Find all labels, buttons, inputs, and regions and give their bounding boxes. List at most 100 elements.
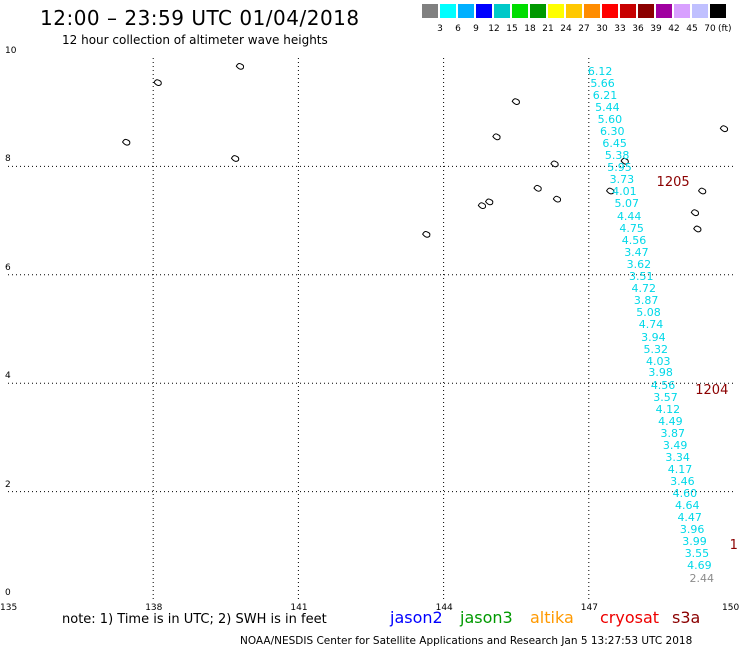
satellite-jason2: jason2 bbox=[390, 608, 443, 627]
x-tick-label: 147 bbox=[580, 603, 598, 613]
track-time-label: 1204 bbox=[695, 383, 729, 399]
wave-height-value: 4.60 bbox=[672, 486, 698, 500]
y-tick-label: 4 bbox=[5, 371, 11, 382]
wave-height-value: 5.08 bbox=[636, 306, 661, 320]
wave-height-value: 3.57 bbox=[653, 390, 678, 404]
satellite-altika: altika bbox=[530, 608, 574, 627]
wave-height-value: 5.32 bbox=[643, 342, 669, 356]
wave-height-value: 4.44 bbox=[616, 209, 642, 223]
legend-label: 39 bbox=[650, 24, 662, 34]
legend-label: 42 bbox=[668, 24, 680, 34]
island-outline bbox=[693, 225, 702, 233]
legend-label: 6 bbox=[455, 24, 461, 34]
legend-label: 36 bbox=[632, 24, 644, 34]
wave-height-value: 4.74 bbox=[638, 318, 664, 332]
legend-swatch bbox=[692, 4, 708, 18]
island-outline bbox=[552, 195, 562, 203]
wave-height-value: 2.44 bbox=[689, 572, 715, 586]
island-outline bbox=[533, 184, 542, 192]
wave-height-value: 4.49 bbox=[658, 414, 683, 428]
island-outline bbox=[477, 202, 487, 210]
y-tick-label: 6 bbox=[5, 262, 11, 273]
wave-height-value: 5.66 bbox=[590, 77, 615, 91]
island-outline bbox=[620, 157, 629, 165]
legend-swatch bbox=[548, 4, 564, 18]
legend-swatch bbox=[602, 4, 618, 18]
wave-height-value: 5.44 bbox=[595, 100, 620, 114]
wave-height-value: 3.34 bbox=[665, 450, 690, 464]
wave-height-value: 4.56 bbox=[650, 378, 676, 392]
wave-height-value: 3.49 bbox=[662, 438, 688, 452]
wave-height-value: 3.47 bbox=[624, 245, 649, 259]
wave-height-value: 6.12 bbox=[587, 64, 613, 78]
island-outline bbox=[422, 230, 431, 238]
track-time-label: 1205 bbox=[656, 174, 690, 190]
footer-credit: NOAA/NESDIS Center for Satellite Applica… bbox=[240, 635, 693, 647]
wave-height-value: 5.60 bbox=[597, 112, 623, 126]
wave-height-value: 3.51 bbox=[629, 269, 654, 283]
x-tick-label: 141 bbox=[290, 603, 308, 613]
wave-height-value: 3.46 bbox=[670, 474, 695, 488]
wave-height-value: 5.95 bbox=[607, 161, 632, 175]
x-tick-label: 144 bbox=[435, 603, 453, 613]
legend-label: 9 bbox=[473, 24, 479, 34]
island-outline bbox=[230, 155, 240, 162]
x-tick-label: 135 bbox=[0, 603, 18, 613]
legend-swatch bbox=[530, 4, 546, 18]
satellite-jason3: jason3 bbox=[460, 608, 513, 627]
legend-label: 21 bbox=[542, 24, 554, 34]
page-subtitle: 12 hour collection of altimeter wave hei… bbox=[62, 33, 328, 47]
legend-label: 18 bbox=[524, 24, 536, 34]
legend-swatch bbox=[422, 4, 438, 18]
legend-label: 70 bbox=[704, 24, 716, 34]
wave-height-value: 3.73 bbox=[609, 172, 635, 186]
wave-height-value: 3.96 bbox=[679, 523, 705, 537]
satellite-s3a: s3a bbox=[672, 608, 701, 627]
legend-swatch bbox=[440, 4, 456, 18]
wave-height-value: 3.62 bbox=[626, 258, 652, 272]
wave-height-value: 5.38 bbox=[604, 149, 630, 163]
island-outline bbox=[484, 198, 494, 206]
legend-label: 30 bbox=[596, 24, 608, 34]
wave-height-value: 4.75 bbox=[619, 221, 644, 235]
island-outline bbox=[605, 187, 615, 195]
wave-height-value: 3.94 bbox=[641, 330, 666, 344]
wave-height-value: 4.56 bbox=[621, 233, 647, 247]
wave-height-value: 3.87 bbox=[660, 426, 686, 440]
legend-label: 33 bbox=[614, 24, 626, 34]
x-tick-label: 138 bbox=[145, 603, 163, 613]
island-outline bbox=[235, 62, 245, 70]
legend-swatch bbox=[674, 4, 690, 18]
wave-height-value: 5.07 bbox=[614, 197, 640, 211]
island-outline bbox=[121, 138, 131, 146]
island-outline bbox=[690, 209, 700, 217]
legend-label: 15 bbox=[506, 24, 518, 34]
page-title: 12:00 – 23:59 UTC 01/04/2018 bbox=[40, 6, 360, 30]
legend-swatch bbox=[638, 4, 654, 18]
y-tick-label: 0 bbox=[5, 588, 11, 598]
wave-height-value: 4.47 bbox=[677, 511, 702, 525]
legend-swatch bbox=[566, 4, 582, 18]
island-outline bbox=[697, 187, 707, 195]
wave-height-value: 4.17 bbox=[667, 462, 693, 476]
legend-swatch bbox=[584, 4, 600, 18]
wave-height-value: 6.45 bbox=[602, 137, 627, 151]
wave-height-value: 4.01 bbox=[612, 185, 637, 199]
wave-height-value: 3.87 bbox=[633, 294, 659, 308]
y-tick-label: 2 bbox=[5, 479, 11, 490]
legend-label: 3 bbox=[437, 24, 443, 34]
satellite-cryosat: cryosat bbox=[600, 608, 660, 627]
legend-label: 45 bbox=[686, 24, 698, 34]
y-tick-label: 10 bbox=[5, 46, 17, 56]
wave-height-value: 4.72 bbox=[631, 282, 656, 296]
wave-height-value: 3.98 bbox=[648, 366, 673, 380]
legend-label: 27 bbox=[578, 24, 590, 34]
legend-swatch bbox=[476, 4, 492, 18]
wave-height-value: 3.55 bbox=[684, 546, 710, 560]
legend-swatch bbox=[458, 4, 474, 18]
island-outline bbox=[153, 79, 162, 87]
wave-height-value: 6.30 bbox=[600, 124, 625, 138]
legend-swatch bbox=[656, 4, 672, 18]
legend-swatch bbox=[494, 4, 510, 18]
